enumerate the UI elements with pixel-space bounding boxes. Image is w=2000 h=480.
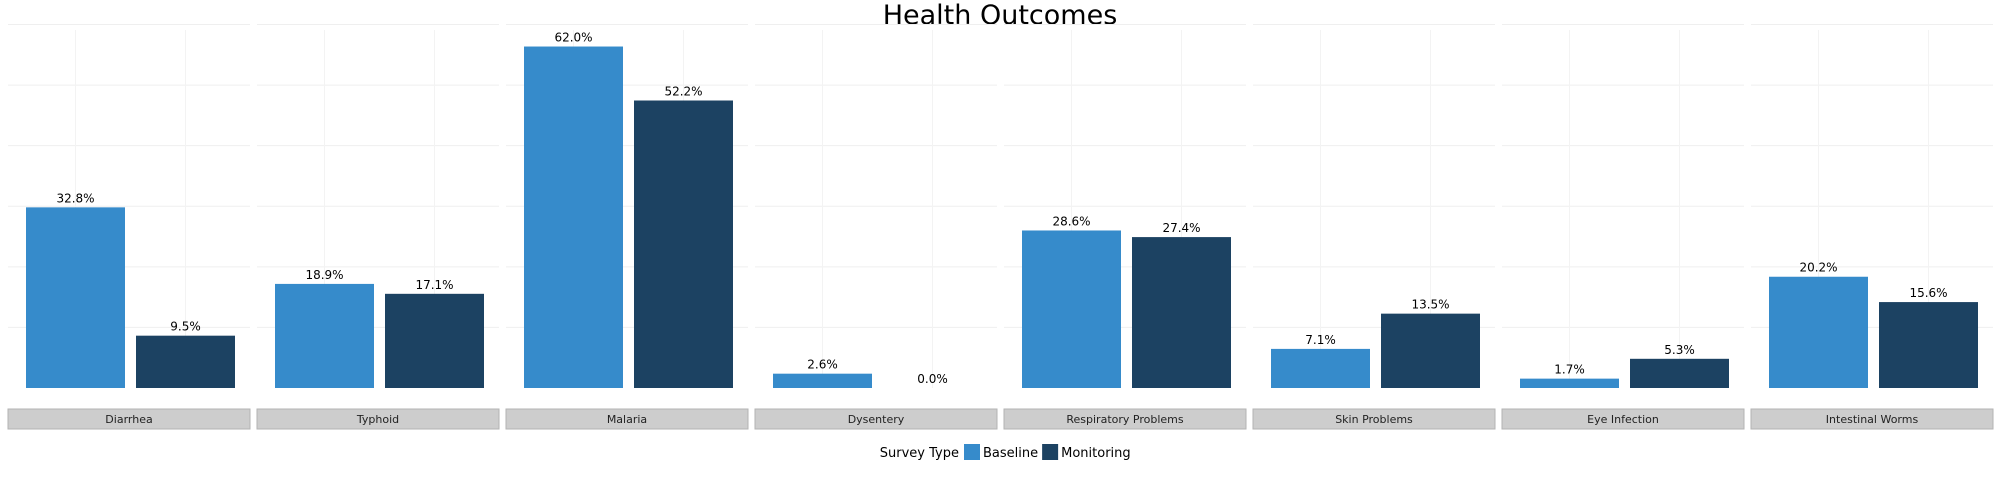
bar-diarrhea-monitoring [136, 335, 235, 388]
data-label-intestinal-worms-baseline: 20.2% [1799, 261, 1837, 275]
facet-label-malaria: Malaria [607, 413, 647, 426]
facet-strip [1003, 408, 1247, 430]
data-label-diarrhea-monitoring: 9.5% [170, 320, 201, 334]
facet-strip [505, 408, 749, 430]
facet-intestinal-worms: 20.2% 15.6% Intestinal Worms [1750, 23, 1994, 430]
legend-swatch-monitoring [1042, 444, 1059, 460]
legend: Survey Type Baseline Monitoring [880, 444, 1131, 461]
legend-label-baseline: Baseline [983, 446, 1038, 461]
bar-intestinal-worms-monitoring [1879, 302, 1978, 388]
facet-label-dysentery: Dysentery [848, 413, 905, 426]
legend-label-monitoring: Monitoring [1061, 446, 1131, 461]
facet-label-diarrhea: Diarrhea [105, 413, 152, 426]
facet-panels: 32.8% 9.5% Diarrhea 18.9% 17.1% Typhoid 62.0% 5… [7, 23, 1994, 430]
facet-typhoid: 18.9% 17.1% Typhoid [256, 23, 500, 430]
facet-respiratory-problems: 28.6% 27.4% Respiratory Problems [1003, 23, 1247, 430]
data-label-skin-problems-baseline: 7.1% [1305, 333, 1336, 347]
legend-title: Survey Type [880, 446, 959, 461]
data-label-typhoid-baseline: 18.9% [305, 268, 343, 282]
facet-label-typhoid: Typhoid [356, 413, 399, 426]
facet-label-eye-infection: Eye Infection [1587, 413, 1659, 426]
data-label-dysentery-baseline: 2.6% [807, 358, 838, 372]
bar-skin-problems-baseline [1271, 348, 1370, 388]
bar-dysentery-baseline [773, 373, 872, 388]
facet-label-skin-problems: Skin Problems [1335, 413, 1413, 426]
data-label-eye-infection-monitoring: 5.3% [1664, 343, 1695, 357]
data-label-dysentery-monitoring: 0.0% [917, 372, 948, 386]
legend-swatch-baseline [964, 444, 980, 460]
facet-diarrhea: 32.8% 9.5% Diarrhea [7, 23, 251, 430]
facet-malaria: 62.0% 52.2% Malaria [505, 23, 749, 430]
bar-diarrhea-baseline [26, 207, 125, 388]
bar-intestinal-worms-baseline [1769, 276, 1868, 388]
facet-strip [7, 408, 251, 430]
facet-skin-problems: 7.1% 13.5% Skin Problems [1252, 23, 1496, 430]
chart-title: Health Outcomes [883, 0, 1118, 31]
bar-respiratory-problems-monitoring [1132, 237, 1231, 388]
data-label-eye-infection-baseline: 1.7% [1554, 363, 1585, 377]
facet-strip [256, 408, 500, 430]
bar-skin-problems-monitoring [1381, 313, 1480, 388]
facet-eye-infection: 1.7% 5.3% Eye Infection [1501, 23, 1745, 430]
data-label-malaria-monitoring: 52.2% [664, 84, 702, 98]
data-label-diarrhea-baseline: 32.8% [56, 191, 94, 205]
bar-eye-infection-baseline [1520, 378, 1619, 388]
bar-malaria-baseline [524, 46, 623, 389]
facet-strip [1252, 408, 1496, 430]
facet-strip [1501, 408, 1745, 430]
facet-label-respiratory-problems: Respiratory Problems [1066, 413, 1183, 426]
data-label-typhoid-monitoring: 17.1% [415, 278, 453, 292]
facet-label-intestinal-worms: Intestinal Worms [1826, 413, 1919, 426]
bar-eye-infection-monitoring [1630, 358, 1729, 388]
facet-strip [754, 408, 998, 430]
data-label-malaria-baseline: 62.0% [554, 31, 592, 45]
facet-dysentery: 2.6% 0.0% Dysentery [754, 23, 998, 430]
bar-malaria-monitoring [634, 100, 733, 388]
data-label-skin-problems-monitoring: 13.5% [1411, 298, 1449, 312]
data-label-respiratory-problems-monitoring: 27.4% [1162, 221, 1200, 235]
bar-typhoid-baseline [275, 283, 374, 388]
bar-typhoid-monitoring [385, 293, 484, 388]
data-label-intestinal-worms-monitoring: 15.6% [1909, 286, 1947, 300]
bar-respiratory-problems-baseline [1022, 230, 1121, 388]
facet-strip [1750, 408, 1994, 430]
data-label-respiratory-problems-baseline: 28.6% [1052, 214, 1090, 228]
